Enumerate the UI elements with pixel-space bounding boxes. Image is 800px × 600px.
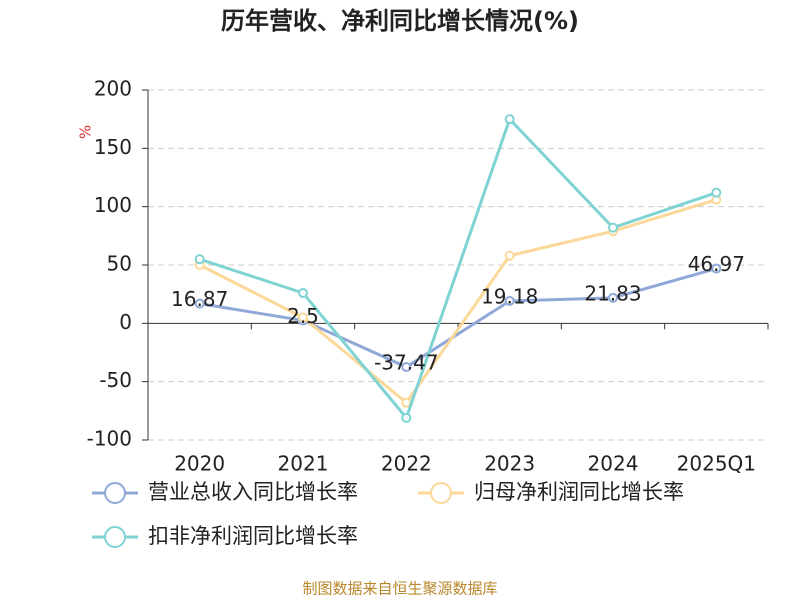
y-tick-label: 200 <box>94 77 132 101</box>
data-point <box>504 250 515 261</box>
data-point <box>504 114 515 125</box>
data-point <box>608 222 618 233</box>
legend-label: 归母净利润同比增长率 <box>474 480 684 504</box>
chart-title: 历年营收、净利同比增长情况(%) <box>221 7 579 35</box>
y-tick-label: 100 <box>94 193 132 217</box>
data-point <box>401 362 412 373</box>
data-point <box>711 263 722 274</box>
data-point <box>298 288 308 298</box>
y-tick-label: -50 <box>99 368 132 392</box>
data-point <box>711 187 722 198</box>
y-tick-label: 0 <box>119 310 132 334</box>
x-tick-label: 2024 <box>588 452 639 476</box>
data-label: 16.87 <box>171 287 228 311</box>
legend-marker <box>430 482 452 504</box>
data-point <box>194 298 205 309</box>
y-tick-label: 50 <box>107 252 132 276</box>
legend-label: 营业总收入同比增长率 <box>148 480 358 504</box>
legend-label: 扣非净利润同比增长率 <box>148 524 358 548</box>
data-label: -37.47 <box>374 351 438 375</box>
series-line <box>199 116 717 421</box>
data-point <box>608 292 618 303</box>
data-point <box>401 412 412 423</box>
data-label: 46.97 <box>688 252 745 276</box>
x-tick-label: 2025Q1 <box>677 452 756 476</box>
series-line <box>199 267 717 369</box>
legend-marker <box>104 482 126 504</box>
y-tick-label: -100 <box>87 427 132 451</box>
data-point <box>504 295 515 306</box>
x-tick-label: 2022 <box>381 452 432 476</box>
data-point <box>194 254 205 265</box>
x-tick-label: 2023 <box>484 452 535 476</box>
series-line <box>198 198 717 405</box>
data-label: 21.83 <box>584 281 641 305</box>
data-label: 2.5 <box>287 304 319 328</box>
legend-marker <box>104 526 126 548</box>
data-label: 19.18 <box>481 284 538 308</box>
y-unit: % <box>77 125 95 139</box>
data-point <box>298 312 308 323</box>
source-note: 制图数据来自恒生聚源数据库 <box>302 580 497 598</box>
x-tick-label: 2021 <box>278 452 329 476</box>
x-tick-label: 2020 <box>174 452 225 476</box>
y-tick-label: 150 <box>94 135 132 159</box>
